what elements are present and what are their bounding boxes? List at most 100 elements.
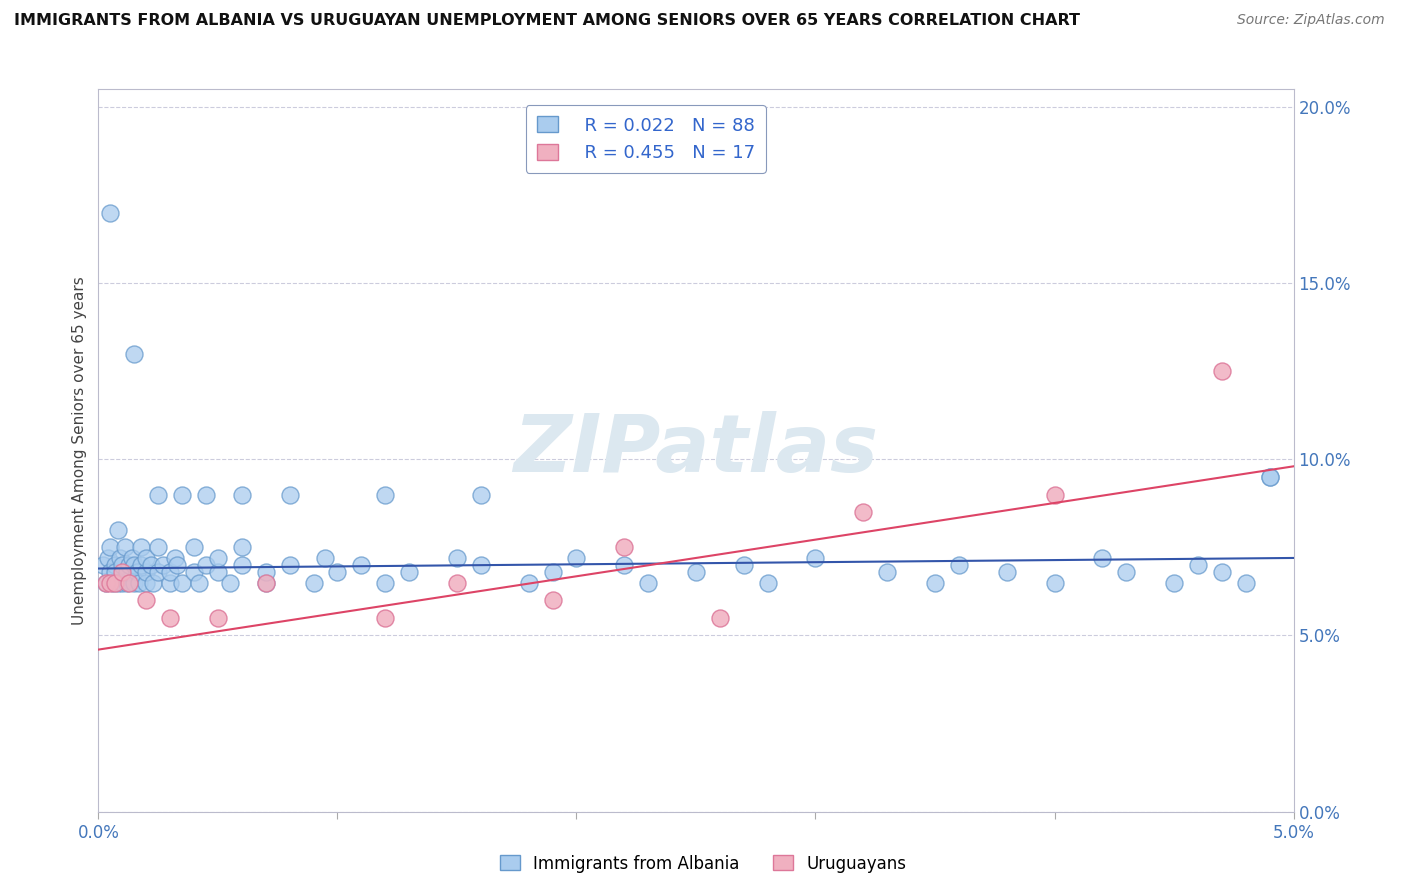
Point: [135, 551, 157, 566]
Point: [1043, 575, 1066, 590]
Point: [183, 565, 205, 579]
Point: [517, 575, 540, 590]
Point: [637, 575, 659, 590]
Point: [135, 575, 157, 590]
Point: [98, 541, 122, 555]
Point: [685, 565, 707, 579]
Point: [128, 575, 150, 590]
Point: [948, 558, 970, 572]
Point: [172, 575, 194, 590]
Point: [91, 558, 114, 572]
Point: [115, 575, 138, 590]
Point: [1258, 470, 1281, 484]
Point: [101, 575, 124, 590]
Point: [613, 558, 636, 572]
Point: [98, 575, 122, 590]
Point: [756, 575, 779, 590]
Text: IMMIGRANTS FROM ALBANIA VS URUGUAYAN UNEMPLOYMENT AMONG SENIORS OVER 65 YEARS CO: IMMIGRANTS FROM ALBANIA VS URUGUAYAN UNE…: [14, 13, 1080, 29]
Point: [118, 575, 141, 590]
Point: [446, 575, 468, 590]
Point: [207, 565, 229, 579]
Point: [159, 575, 181, 590]
Point: [326, 565, 349, 579]
Point: [302, 575, 325, 590]
Point: [374, 487, 396, 501]
Point: [1187, 558, 1209, 572]
Point: [148, 487, 170, 501]
Point: [131, 558, 153, 572]
Point: [207, 611, 229, 625]
Point: [163, 551, 186, 566]
Point: [124, 575, 146, 590]
Point: [231, 487, 253, 501]
Point: [159, 611, 181, 625]
Point: [804, 551, 827, 566]
Point: [350, 558, 373, 572]
Point: [135, 593, 157, 607]
Point: [541, 593, 564, 607]
Point: [219, 575, 242, 590]
Point: [152, 558, 174, 572]
Point: [446, 551, 468, 566]
Point: [187, 575, 209, 590]
Point: [1211, 364, 1233, 378]
Point: [733, 558, 755, 572]
Point: [1211, 565, 1233, 579]
Point: [1091, 551, 1114, 566]
Point: [124, 558, 146, 572]
Point: [470, 558, 492, 572]
Point: [111, 575, 134, 590]
Point: [104, 565, 127, 579]
Point: [172, 487, 194, 501]
Point: [1115, 565, 1137, 579]
Point: [1163, 575, 1185, 590]
Point: [565, 551, 588, 566]
Point: [98, 205, 122, 219]
Point: [195, 487, 218, 501]
Point: [1234, 575, 1257, 590]
Point: [108, 551, 131, 566]
Point: [131, 541, 153, 555]
Point: [104, 558, 127, 572]
Point: [315, 551, 337, 566]
Point: [94, 575, 117, 590]
Point: [111, 565, 134, 579]
Point: [995, 565, 1018, 579]
Point: [231, 558, 253, 572]
Point: [111, 558, 134, 572]
Point: [1258, 470, 1281, 484]
Point: [148, 565, 170, 579]
Point: [94, 575, 117, 590]
Point: [254, 575, 277, 590]
Point: [118, 558, 141, 572]
Point: [183, 541, 205, 555]
Point: [374, 575, 396, 590]
Point: [107, 523, 129, 537]
Point: [97, 551, 120, 566]
Legend:   R = 0.022   N = 88,   R = 0.455   N = 17: R = 0.022 N = 88, R = 0.455 N = 17: [526, 105, 766, 173]
Y-axis label: Unemployment Among Seniors over 65 years: Unemployment Among Seniors over 65 years: [72, 277, 87, 624]
Point: [107, 575, 129, 590]
Point: [852, 505, 875, 519]
Text: Source: ZipAtlas.com: Source: ZipAtlas.com: [1237, 13, 1385, 28]
Point: [924, 575, 946, 590]
Legend: Immigrants from Albania, Uruguayans: Immigrants from Albania, Uruguayans: [494, 848, 912, 880]
Point: [613, 541, 636, 555]
Text: ZIPatlas: ZIPatlas: [513, 411, 879, 490]
Point: [254, 565, 277, 579]
Point: [254, 575, 277, 590]
Point: [135, 565, 157, 579]
Point: [207, 551, 229, 566]
Point: [148, 541, 170, 555]
Point: [231, 541, 253, 555]
Point: [709, 611, 731, 625]
Point: [114, 541, 136, 555]
Point: [541, 565, 564, 579]
Point: [98, 565, 122, 579]
Point: [121, 551, 143, 566]
Point: [124, 346, 146, 360]
Point: [1043, 487, 1066, 501]
Point: [278, 558, 301, 572]
Point: [159, 565, 181, 579]
Point: [104, 575, 127, 590]
